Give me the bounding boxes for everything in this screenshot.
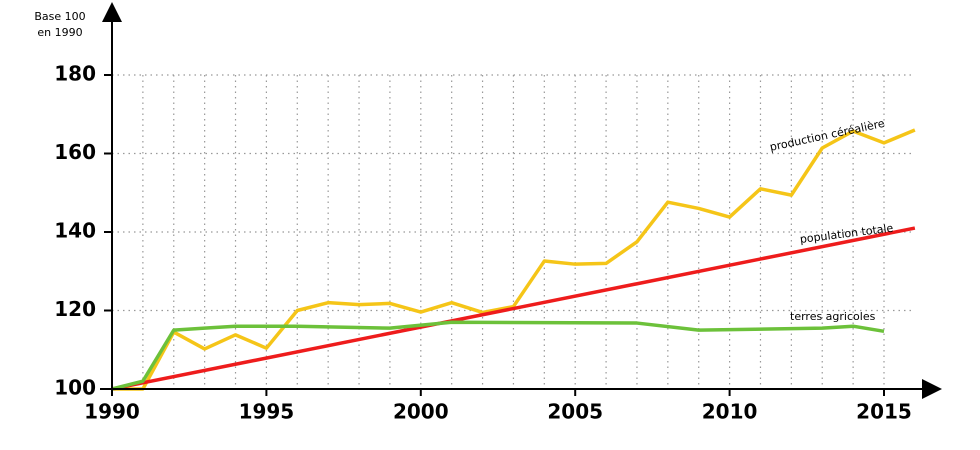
series-line [112,128,916,391]
series-label: terres agricoles [790,310,876,323]
y-tick-label: 140 [54,219,96,243]
x-tick-label: 2000 [393,400,449,424]
x-tick-label: 1990 [84,400,140,424]
y-tick-label: 180 [54,62,96,86]
y-tick-label: 120 [54,297,96,321]
x-tick-label: 2005 [547,400,603,424]
grid [112,74,912,389]
y-tick-label: 160 [54,140,96,164]
series-line [111,226,916,391]
y-tick-label: 100 [54,376,96,400]
plot-area [111,128,916,391]
y-axis-label: Base 100 [34,10,85,23]
y-axis-label: en 1990 [37,26,82,39]
x-tick-label: 1995 [239,400,295,424]
x-tick-label: 2015 [856,400,912,424]
series-line [111,320,885,391]
x-tick-label: 2010 [702,400,758,424]
